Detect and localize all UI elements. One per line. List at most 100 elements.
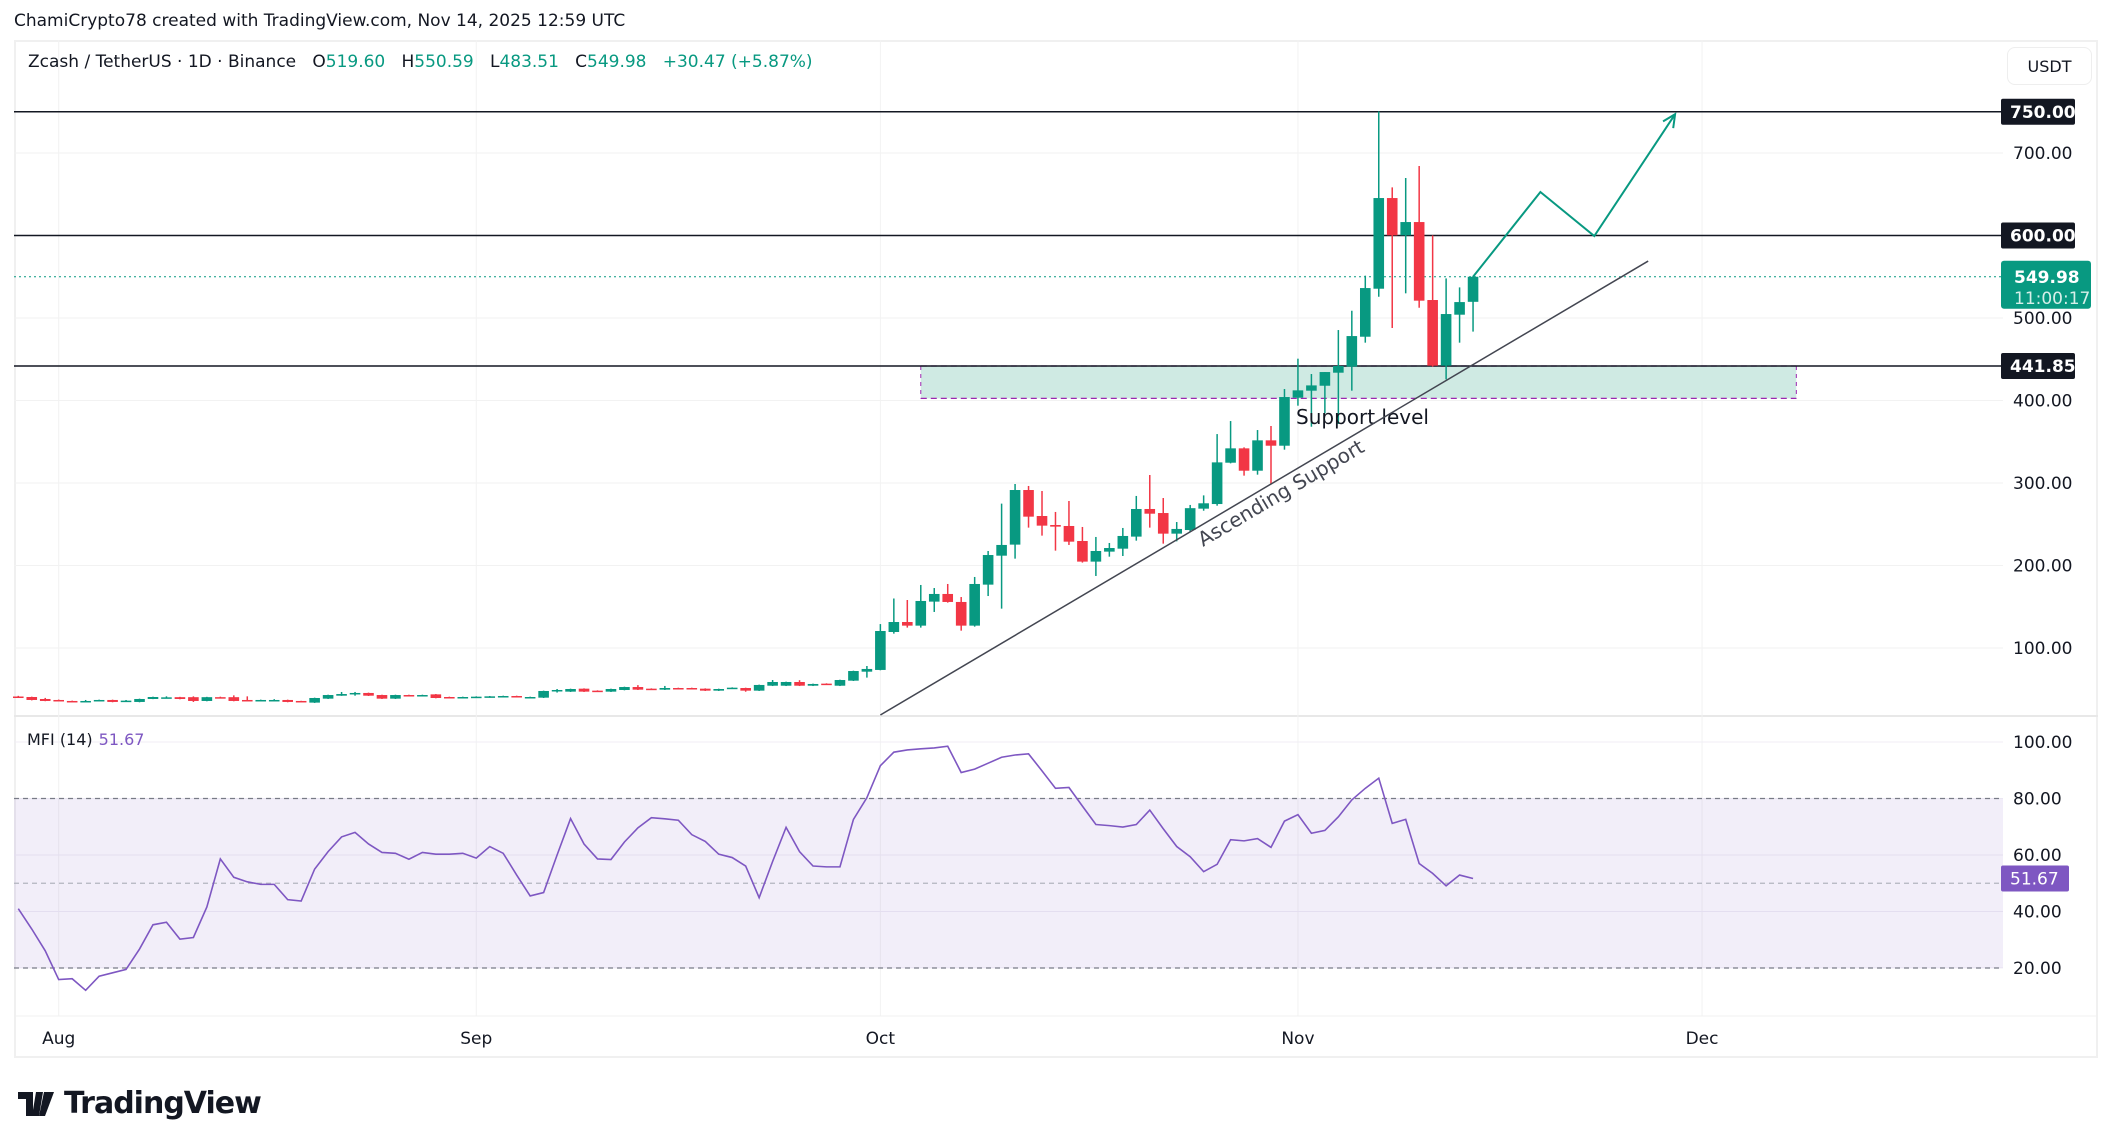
candle-body bbox=[1252, 440, 1263, 471]
chart-frame bbox=[14, 40, 2098, 1058]
tradingview-logo-icon bbox=[18, 1091, 54, 1116]
mfi-series-line bbox=[17, 745, 1474, 992]
candle bbox=[1077, 526, 1088, 563]
candle bbox=[1238, 447, 1250, 476]
candle bbox=[1184, 504, 1196, 532]
candle bbox=[457, 696, 469, 699]
candle-body bbox=[1211, 462, 1223, 505]
mfi-axis-label: 100.00 bbox=[2013, 733, 2072, 753]
candle bbox=[1009, 483, 1021, 559]
candle bbox=[902, 599, 913, 628]
price-axis-label: 200.00 bbox=[2013, 557, 2072, 577]
candle bbox=[632, 685, 644, 690]
tradingview-logo[interactable]: TradingView bbox=[18, 1086, 262, 1121]
currency-button[interactable]: USDT bbox=[2007, 47, 2092, 85]
candle bbox=[147, 696, 159, 700]
low-value: 483.51 bbox=[499, 52, 559, 72]
candle-body bbox=[484, 696, 496, 698]
candle bbox=[821, 683, 832, 686]
candle bbox=[767, 680, 778, 687]
candle bbox=[215, 696, 226, 699]
candle-body bbox=[673, 688, 684, 690]
candle bbox=[1090, 536, 1102, 576]
candle-body bbox=[1359, 288, 1371, 337]
candle-body bbox=[726, 687, 738, 690]
level-badge-label: 441.85 bbox=[2010, 357, 2076, 377]
candle-body bbox=[309, 697, 320, 703]
candle-body bbox=[1063, 525, 1075, 542]
candle bbox=[834, 679, 846, 687]
candle-body bbox=[902, 622, 913, 626]
candle-body bbox=[161, 697, 172, 699]
close-label: C bbox=[575, 52, 588, 72]
candle bbox=[1386, 187, 1398, 328]
candle bbox=[1198, 495, 1209, 511]
candle-body bbox=[794, 681, 805, 686]
time-axis-label: Dec bbox=[1686, 1029, 1719, 1049]
candle-body bbox=[982, 555, 994, 585]
candle bbox=[390, 694, 401, 699]
level-badge bbox=[2001, 352, 2075, 379]
candle bbox=[1319, 372, 1331, 414]
support-zone-fill bbox=[920, 365, 1797, 399]
candle-body bbox=[1144, 508, 1156, 514]
candle-body bbox=[1319, 372, 1331, 386]
time-axis-label: Sep bbox=[460, 1029, 492, 1049]
candle-body bbox=[1036, 516, 1048, 526]
candle bbox=[1359, 275, 1371, 343]
candle bbox=[875, 624, 886, 671]
candle-body bbox=[241, 699, 253, 702]
candle-body bbox=[632, 687, 644, 690]
candle-body bbox=[821, 683, 832, 686]
close-value: 549.98 bbox=[587, 52, 647, 72]
level-badge bbox=[2001, 98, 2075, 125]
candle-body bbox=[1090, 550, 1102, 562]
candle-body bbox=[1373, 198, 1385, 289]
candle-body bbox=[322, 695, 334, 699]
level-badge-label: 600.00 bbox=[2010, 227, 2076, 247]
candle-body bbox=[497, 696, 509, 698]
candle bbox=[1467, 276, 1479, 332]
candle bbox=[740, 687, 751, 692]
price-axis-label: 100.00 bbox=[2013, 639, 2072, 659]
candle-body bbox=[188, 697, 199, 701]
candle-body bbox=[713, 689, 725, 691]
candle-body bbox=[1131, 508, 1142, 537]
candle-body bbox=[538, 690, 549, 698]
candle bbox=[80, 699, 91, 703]
candle bbox=[322, 694, 334, 699]
candle bbox=[969, 576, 980, 627]
candle-body bbox=[457, 697, 469, 699]
candle bbox=[982, 550, 994, 597]
candle-body bbox=[834, 680, 846, 686]
mfi-legend: MFI (14) 51.67 bbox=[27, 730, 144, 749]
candle-body bbox=[430, 694, 442, 698]
candle bbox=[673, 687, 684, 690]
candle-body bbox=[942, 593, 954, 602]
candle bbox=[201, 696, 213, 702]
candle bbox=[1400, 177, 1411, 294]
candle bbox=[1333, 330, 1344, 425]
candle-body bbox=[605, 689, 617, 692]
candle-body bbox=[1171, 528, 1183, 534]
time-axis-label: Nov bbox=[1281, 1029, 1314, 1049]
countdown-label: 11:00:17 bbox=[2014, 289, 2090, 309]
candle bbox=[794, 680, 805, 687]
candle bbox=[524, 696, 536, 699]
candle-body bbox=[565, 689, 576, 692]
candle-body bbox=[1265, 440, 1277, 446]
candle bbox=[928, 588, 940, 612]
candle-body bbox=[511, 696, 522, 698]
price-axis-label: 500.00 bbox=[2013, 309, 2072, 329]
candle bbox=[188, 696, 199, 702]
candle bbox=[780, 681, 792, 687]
candle-body bbox=[848, 671, 859, 681]
candle bbox=[659, 685, 671, 690]
candle-body bbox=[1117, 535, 1129, 549]
candle bbox=[1265, 425, 1277, 485]
candle-body bbox=[282, 699, 293, 702]
candle-body bbox=[1467, 276, 1479, 302]
candle bbox=[1292, 358, 1304, 406]
symbol-legend: Zcash / TetherUS · 1D · Binance O519.60 … bbox=[28, 52, 813, 72]
